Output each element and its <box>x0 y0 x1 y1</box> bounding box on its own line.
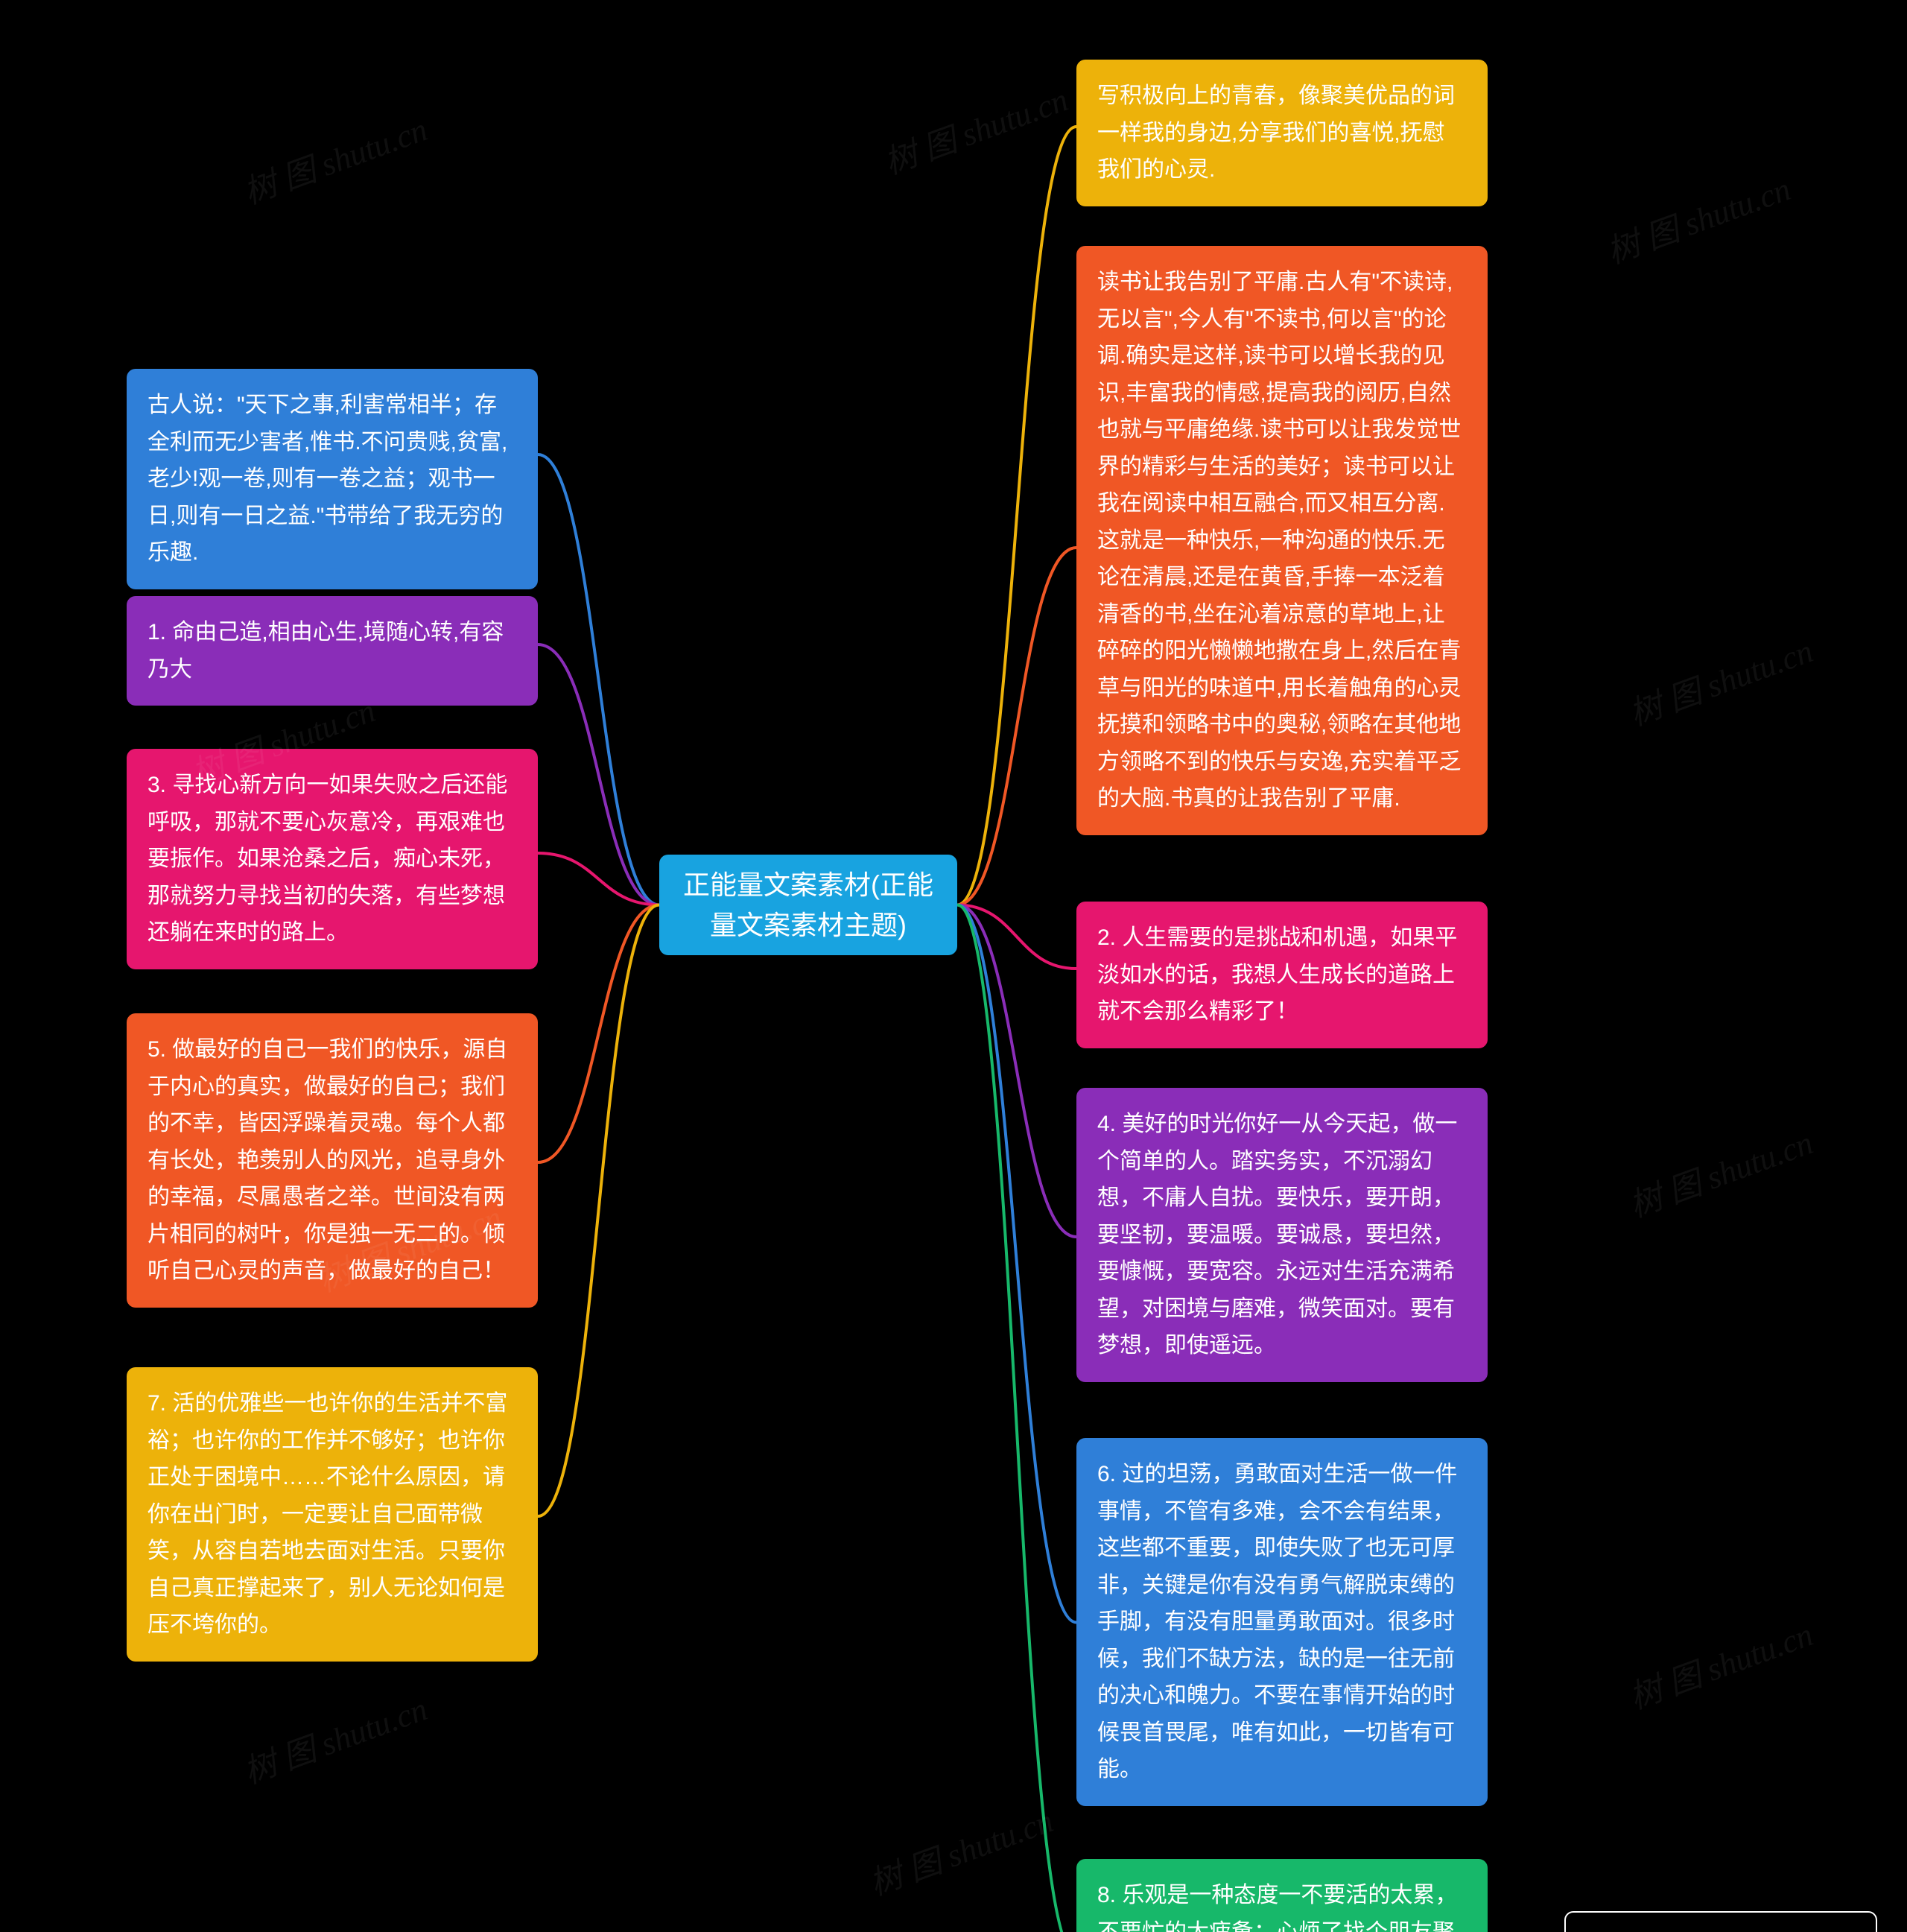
watermark: 树 图 shutu.cn <box>1622 1608 1818 1718</box>
branch-node-l5[interactable]: 7. 活的优雅些一也许你的生活并不富裕；也许你的工作并不够好；也许你正处于困境中… <box>127 1367 538 1662</box>
child-note-r6[interactable]: 搜一下：正能量的广告语，坚强，不屈服的，求指教啊 <box>1564 1911 1877 1932</box>
branch-node-r5[interactable]: 6. 过的坦荡，勇敢面对生活一做一件事情，不管有多难，会不会有结果，这些都不重要… <box>1076 1438 1488 1806</box>
connector-r5 <box>957 905 1076 1623</box>
watermark: 树 图 shutu.cn <box>877 73 1073 183</box>
connector-r4 <box>957 905 1076 1238</box>
branch-node-r6[interactable]: 8. 乐观是一种态度一不要活的太累，不要忙的太疲惫；心烦了找个朋友聚聚会，想睡了… <box>1076 1859 1488 1932</box>
connector-l5 <box>538 905 659 1517</box>
branch-node-r4[interactable]: 4. 美好的时光你好一从今天起，做一个简单的人。踏实务实，不沉溺幻想，不庸人自扰… <box>1076 1088 1488 1382</box>
connector-l2 <box>538 644 659 905</box>
watermark: 树 图 shutu.cn <box>1622 624 1818 735</box>
watermark: 树 图 shutu.cn <box>1622 1116 1818 1226</box>
connector-l4 <box>538 905 659 1163</box>
branch-node-r1[interactable]: 写积极向上的青春，像聚美优品的词一样我的身边,分享我们的喜悦,抚慰我们的心灵. <box>1076 60 1488 206</box>
branch-node-l3[interactable]: 3. 寻找心新方向一如果失败之后还能呼吸，那就不要心灰意冷，再艰难也要振作。如果… <box>127 749 538 969</box>
branch-node-r2[interactable]: 读书让我告别了平庸.古人有"不读诗,无以言",今人有"不读书,何以言"的论调.确… <box>1076 246 1488 835</box>
watermark: 树 图 shutu.cn <box>236 1682 433 1793</box>
connector-r1 <box>957 127 1076 905</box>
connector-r3 <box>957 905 1076 969</box>
branch-node-r3[interactable]: 2. 人生需要的是挑战和机遇，如果平淡如水的话，我想人生成长的道路上就不会那么精… <box>1076 902 1488 1048</box>
branch-node-l2[interactable]: 1. 命由己造,相由心生,境随心转,有容乃大 <box>127 596 538 706</box>
connector-r2 <box>957 548 1076 905</box>
connector-r6 <box>957 905 1076 1932</box>
watermark: 树 图 shutu.cn <box>236 103 433 213</box>
connector-l1 <box>538 455 659 905</box>
mindmap-canvas: 正能量文案素材(正能量文案素材主题) 写积极向上的青春，像聚美优品的词一样我的身… <box>0 0 1907 1932</box>
watermark: 树 图 shutu.cn <box>1599 162 1796 273</box>
watermark: 树 图 shutu.cn <box>862 1794 1059 1904</box>
center-node[interactable]: 正能量文案素材(正能量文案素材主题) <box>659 855 957 955</box>
branch-node-l1[interactable]: 古人说："天下之事,利害常相半；存全利而无少害者,惟书.不问贵贱,贫富,老少!观… <box>127 369 538 589</box>
connector-l3 <box>538 853 659 905</box>
branch-node-l4[interactable]: 5. 做最好的自己一我们的快乐，源自于内心的真实，做最好的自己；我们的不幸，皆因… <box>127 1013 538 1308</box>
